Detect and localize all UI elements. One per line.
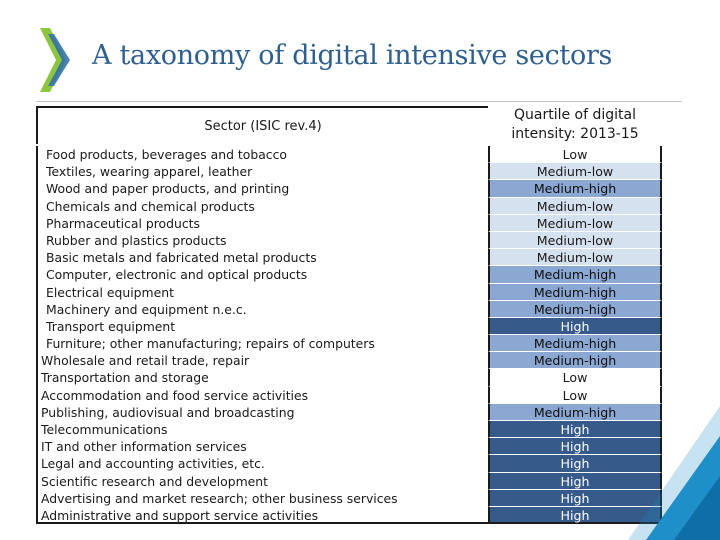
table-row: Advertising and market research; other b… (36, 489, 662, 507)
quartile-cell: High (488, 489, 662, 507)
table-row: Food products, beverages and tobacco Low (36, 146, 662, 164)
quartile-cell: Medium-low (488, 163, 662, 181)
corner-accent-icon (628, 406, 720, 540)
quartile-cell: Medium-low (488, 214, 662, 232)
sector-cell: Advertising and market research; other b… (36, 489, 488, 507)
sector-cell: Textiles, wearing apparel, leather (36, 163, 488, 181)
table-row: Legal and accounting activities, etc. Hig… (36, 455, 662, 473)
table-row: Computer, electronic and optical product… (36, 266, 662, 284)
quartile-cell: Medium-high (488, 266, 662, 284)
taxonomy-table: Sector (ISIC rev.4) Quartile of digital … (36, 102, 662, 525)
table-row: Transport equipment High (36, 317, 662, 336)
table-row: Wholesale and retail trade, repair Medium… (36, 352, 662, 370)
quartile-cell: Medium-low (488, 249, 662, 267)
sector-cell: Computer, electronic and optical product… (36, 266, 488, 284)
header-quartile: Quartile of digital intensity: 2013-15 (488, 105, 662, 145)
table-row: IT and other information services High (36, 438, 662, 456)
quartile-cell: High (488, 506, 662, 525)
sector-cell: Machinery and equipment n.e.c. (36, 300, 488, 318)
quartile-cell: High (488, 438, 662, 456)
sector-cell: Transport equipment (36, 317, 488, 336)
table-row: Rubber and plastics products Medium-low (36, 231, 662, 250)
sector-cell: Transportation and storage (36, 369, 488, 387)
table-row: Chemicals and chemical products Medium-lo… (36, 197, 662, 215)
sector-cell: Rubber and plastics products (36, 231, 488, 250)
table-row: Accommodation and food service activitie… (36, 386, 662, 404)
quartile-cell: Low (488, 369, 662, 387)
quartile-cell: Medium-high (488, 180, 662, 198)
table-row: Administrative and support service activ… (36, 506, 662, 525)
title-divider (36, 101, 682, 102)
quartile-cell: Medium-low (488, 197, 662, 215)
table-row: Machinery and equipment n.e.c. Medium-hig… (36, 300, 662, 318)
table-row: Telecommunications High (36, 421, 662, 439)
quartile-cell: Medium-high (488, 283, 662, 301)
table-row: Electrical equipment Medium-high (36, 283, 662, 301)
header-quartile-line2: intensity: 2013-15 (511, 126, 639, 142)
quartile-cell: High (488, 455, 662, 473)
sector-cell: Pharmaceutical products (36, 214, 488, 232)
header-sector: Sector (ISIC rev.4) (36, 106, 488, 144)
table-row: Wood and paper products, and printing Med… (36, 180, 662, 198)
table-row: Transportation and storage Low (36, 369, 662, 387)
sector-cell: Wholesale and retail trade, repair (36, 352, 488, 370)
sector-cell: IT and other information services (36, 438, 488, 456)
sector-cell: Wood and paper products, and printing (36, 180, 488, 198)
sector-cell: Food products, beverages and tobacco (36, 146, 488, 164)
quartile-cell: Medium-high (488, 335, 662, 353)
oecd-logo-icon (40, 28, 70, 92)
table-header: Sector (ISIC rev.4) Quartile of digital … (36, 102, 662, 146)
sector-cell: Furniture; other manufacturing; repairs … (36, 335, 488, 353)
quartile-cell: Medium-high (488, 352, 662, 370)
quartile-cell: High (488, 317, 662, 336)
header-quartile-line1: Quartile of digital (513, 107, 636, 123)
quartile-cell: Medium-high (488, 403, 662, 421)
table-row: Basic metals and fabricated metal produc… (36, 249, 662, 267)
table-row: Textiles, wearing apparel, leather Medium… (36, 163, 662, 181)
table-row: Scientific research and development High (36, 472, 662, 490)
table-row: Publishing, audiovisual and broadcasting… (36, 403, 662, 421)
sector-cell: Accommodation and food service activitie… (36, 386, 488, 404)
quartile-cell: High (488, 421, 662, 439)
table-body: Food products, beverages and tobacco Low T… (36, 146, 662, 525)
sector-cell: Chemicals and chemical products (36, 197, 488, 215)
quartile-cell: High (488, 472, 662, 490)
sector-cell: Basic metals and fabricated metal produc… (36, 249, 488, 267)
quartile-cell: Low (488, 386, 662, 404)
sector-cell: Publishing, audiovisual and broadcasting (36, 403, 488, 421)
sector-cell: Telecommunications (36, 421, 488, 439)
slide-title: A taxonomy of digital intensive sectors (92, 40, 613, 71)
table-row: Furniture; other manufacturing; repairs … (36, 335, 662, 353)
sector-cell: Legal and accounting activities, etc. (36, 455, 488, 473)
quartile-cell: Medium-high (488, 300, 662, 318)
sector-cell: Administrative and support service activ… (36, 506, 488, 525)
quartile-cell: Low (488, 146, 662, 164)
sector-cell: Scientific research and development (36, 472, 488, 490)
quartile-cell: Medium-low (488, 231, 662, 250)
table-row: Pharmaceutical products Medium-low (36, 214, 662, 232)
sector-cell: Electrical equipment (36, 283, 488, 301)
